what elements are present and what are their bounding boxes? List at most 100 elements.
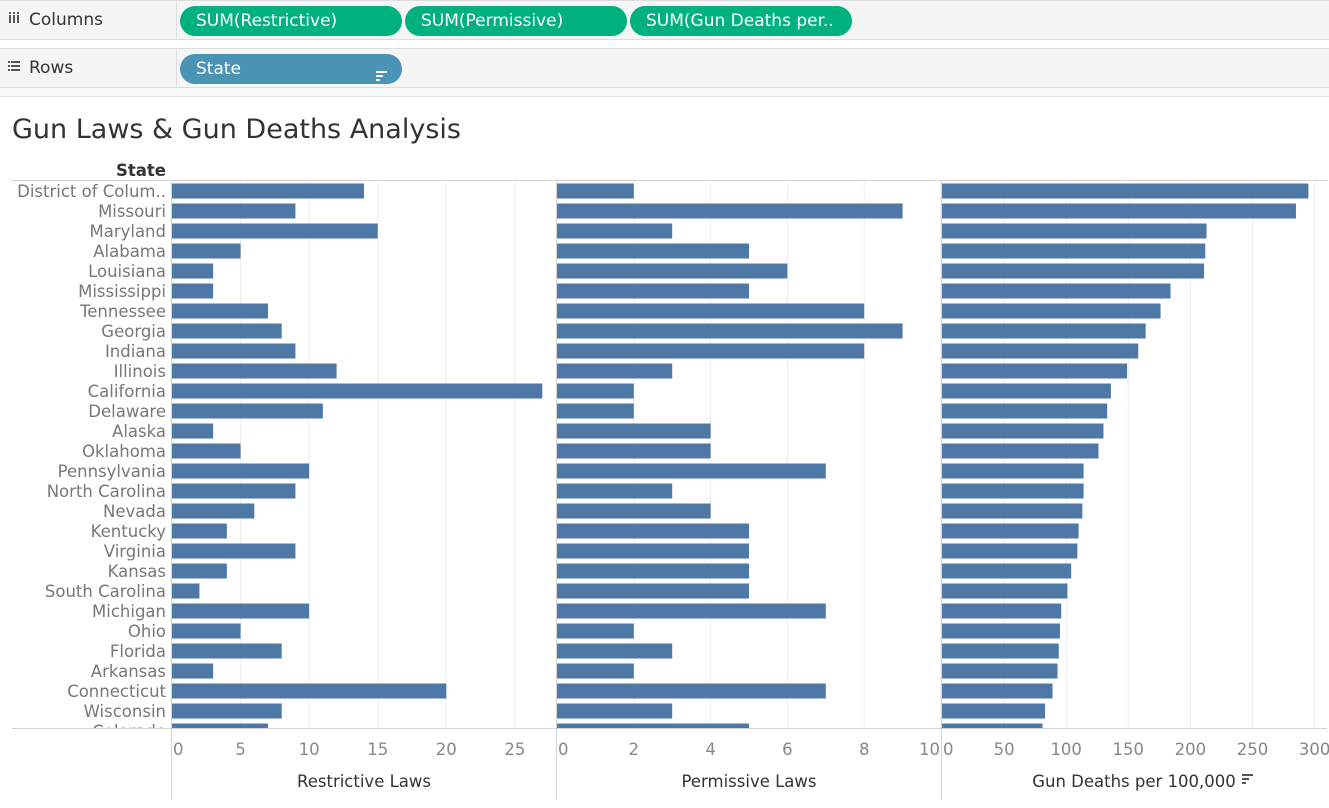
bar[interactable] (557, 283, 749, 299)
bar[interactable] (942, 223, 1207, 239)
row-label[interactable]: Illinois (114, 362, 166, 381)
bar[interactable] (172, 263, 214, 279)
sort-descending-icon[interactable] (376, 62, 388, 81)
bar[interactable] (942, 543, 1078, 559)
bar[interactable] (557, 383, 634, 399)
bar[interactable] (172, 363, 337, 379)
row-label[interactable]: Kansas (108, 562, 166, 581)
bar[interactable] (557, 723, 749, 739)
row-label[interactable]: Tennessee (79, 302, 166, 321)
bar[interactable] (172, 543, 296, 559)
bar[interactable] (942, 703, 1046, 719)
bar[interactable] (172, 563, 227, 579)
bar[interactable] (942, 663, 1058, 679)
bar[interactable] (942, 263, 1205, 279)
bar[interactable] (172, 243, 241, 259)
bar[interactable] (172, 343, 296, 359)
bar[interactable] (942, 303, 1161, 319)
bar[interactable] (172, 203, 296, 219)
bar[interactable] (942, 683, 1053, 699)
bar[interactable] (557, 423, 711, 439)
permissive-measure-pill[interactable]: SUM(Permissive) (405, 6, 627, 36)
row-label[interactable]: South Carolina (45, 582, 166, 601)
row-label[interactable]: Virginia (104, 542, 166, 561)
bar[interactable] (942, 323, 1146, 339)
restrictive-measure-pill[interactable]: SUM(Restrictive) (180, 6, 402, 36)
sort-descending-icon[interactable] (1242, 774, 1253, 784)
bar[interactable] (557, 203, 903, 219)
bar[interactable] (557, 263, 788, 279)
bar[interactable] (172, 483, 296, 499)
bar[interactable] (557, 543, 749, 559)
bar[interactable] (172, 323, 282, 339)
bar[interactable] (557, 403, 634, 419)
row-label[interactable]: Georgia (101, 322, 166, 341)
bar[interactable] (557, 623, 634, 639)
row-label[interactable]: Wisconsin (84, 702, 166, 721)
bar[interactable] (172, 583, 200, 599)
row-label[interactable]: Mississippi (78, 282, 166, 301)
row-label[interactable]: North Carolina (47, 482, 166, 501)
row-label[interactable]: Louisiana (88, 262, 166, 281)
bar[interactable] (172, 503, 255, 519)
bar[interactable] (172, 683, 447, 699)
row-label[interactable]: California (88, 382, 166, 401)
bar[interactable] (557, 483, 673, 499)
bar[interactable] (942, 343, 1139, 359)
bar[interactable] (557, 463, 826, 479)
bar[interactable] (557, 443, 711, 459)
bar[interactable] (942, 643, 1059, 659)
bar[interactable] (172, 383, 543, 399)
bar[interactable] (172, 643, 282, 659)
bar[interactable] (557, 243, 749, 259)
row-label[interactable]: Missouri (98, 202, 166, 221)
bar[interactable] (942, 423, 1104, 439)
bar[interactable] (172, 223, 378, 239)
bar[interactable] (557, 563, 749, 579)
bar[interactable] (172, 703, 282, 719)
bar[interactable] (172, 463, 310, 479)
row-label[interactable]: Ohio (128, 622, 166, 641)
row-label[interactable]: Connecticut (67, 682, 166, 701)
row-label[interactable]: Kentucky (91, 522, 167, 541)
bar[interactable] (557, 343, 865, 359)
bar[interactable] (942, 203, 1296, 219)
row-label[interactable]: Nevada (103, 502, 166, 521)
row-label[interactable]: Oklahoma (82, 442, 166, 461)
bar[interactable] (172, 443, 241, 459)
bar[interactable] (557, 523, 749, 539)
bar[interactable] (557, 583, 749, 599)
bar[interactable] (557, 503, 711, 519)
bar[interactable] (557, 603, 826, 619)
bar[interactable] (942, 723, 1043, 739)
bar[interactable] (172, 663, 214, 679)
bar[interactable] (172, 283, 214, 299)
state-dimension-pill[interactable]: State (180, 54, 402, 84)
bar[interactable] (557, 303, 865, 319)
row-label[interactable]: Delaware (88, 402, 166, 421)
bar[interactable] (557, 183, 634, 199)
row-label[interactable]: Arkansas (91, 662, 166, 681)
bar[interactable] (942, 243, 1206, 259)
bar[interactable] (942, 503, 1083, 519)
row-label[interactable]: Colorado (92, 722, 166, 741)
bar[interactable] (172, 723, 268, 739)
row-label[interactable]: Michigan (92, 602, 166, 621)
row-label[interactable]: Alaska (112, 422, 166, 441)
bar[interactable] (172, 603, 310, 619)
bar[interactable] (557, 703, 673, 719)
bar[interactable] (942, 563, 1072, 579)
gun-deaths-measure-pill[interactable]: SUM(Gun Deaths per.. (630, 6, 852, 36)
bar[interactable] (557, 323, 903, 339)
bar[interactable] (172, 403, 323, 419)
bar[interactable] (942, 383, 1111, 399)
bar[interactable] (557, 643, 673, 659)
bar[interactable] (942, 583, 1068, 599)
row-label[interactable]: Indiana (105, 342, 166, 361)
bar[interactable] (557, 223, 673, 239)
bar[interactable] (172, 523, 227, 539)
row-label[interactable]: Pennsylvania (58, 462, 166, 481)
row-label[interactable]: Maryland (89, 222, 166, 241)
row-label[interactable]: Florida (110, 642, 166, 661)
bar[interactable] (942, 403, 1108, 419)
